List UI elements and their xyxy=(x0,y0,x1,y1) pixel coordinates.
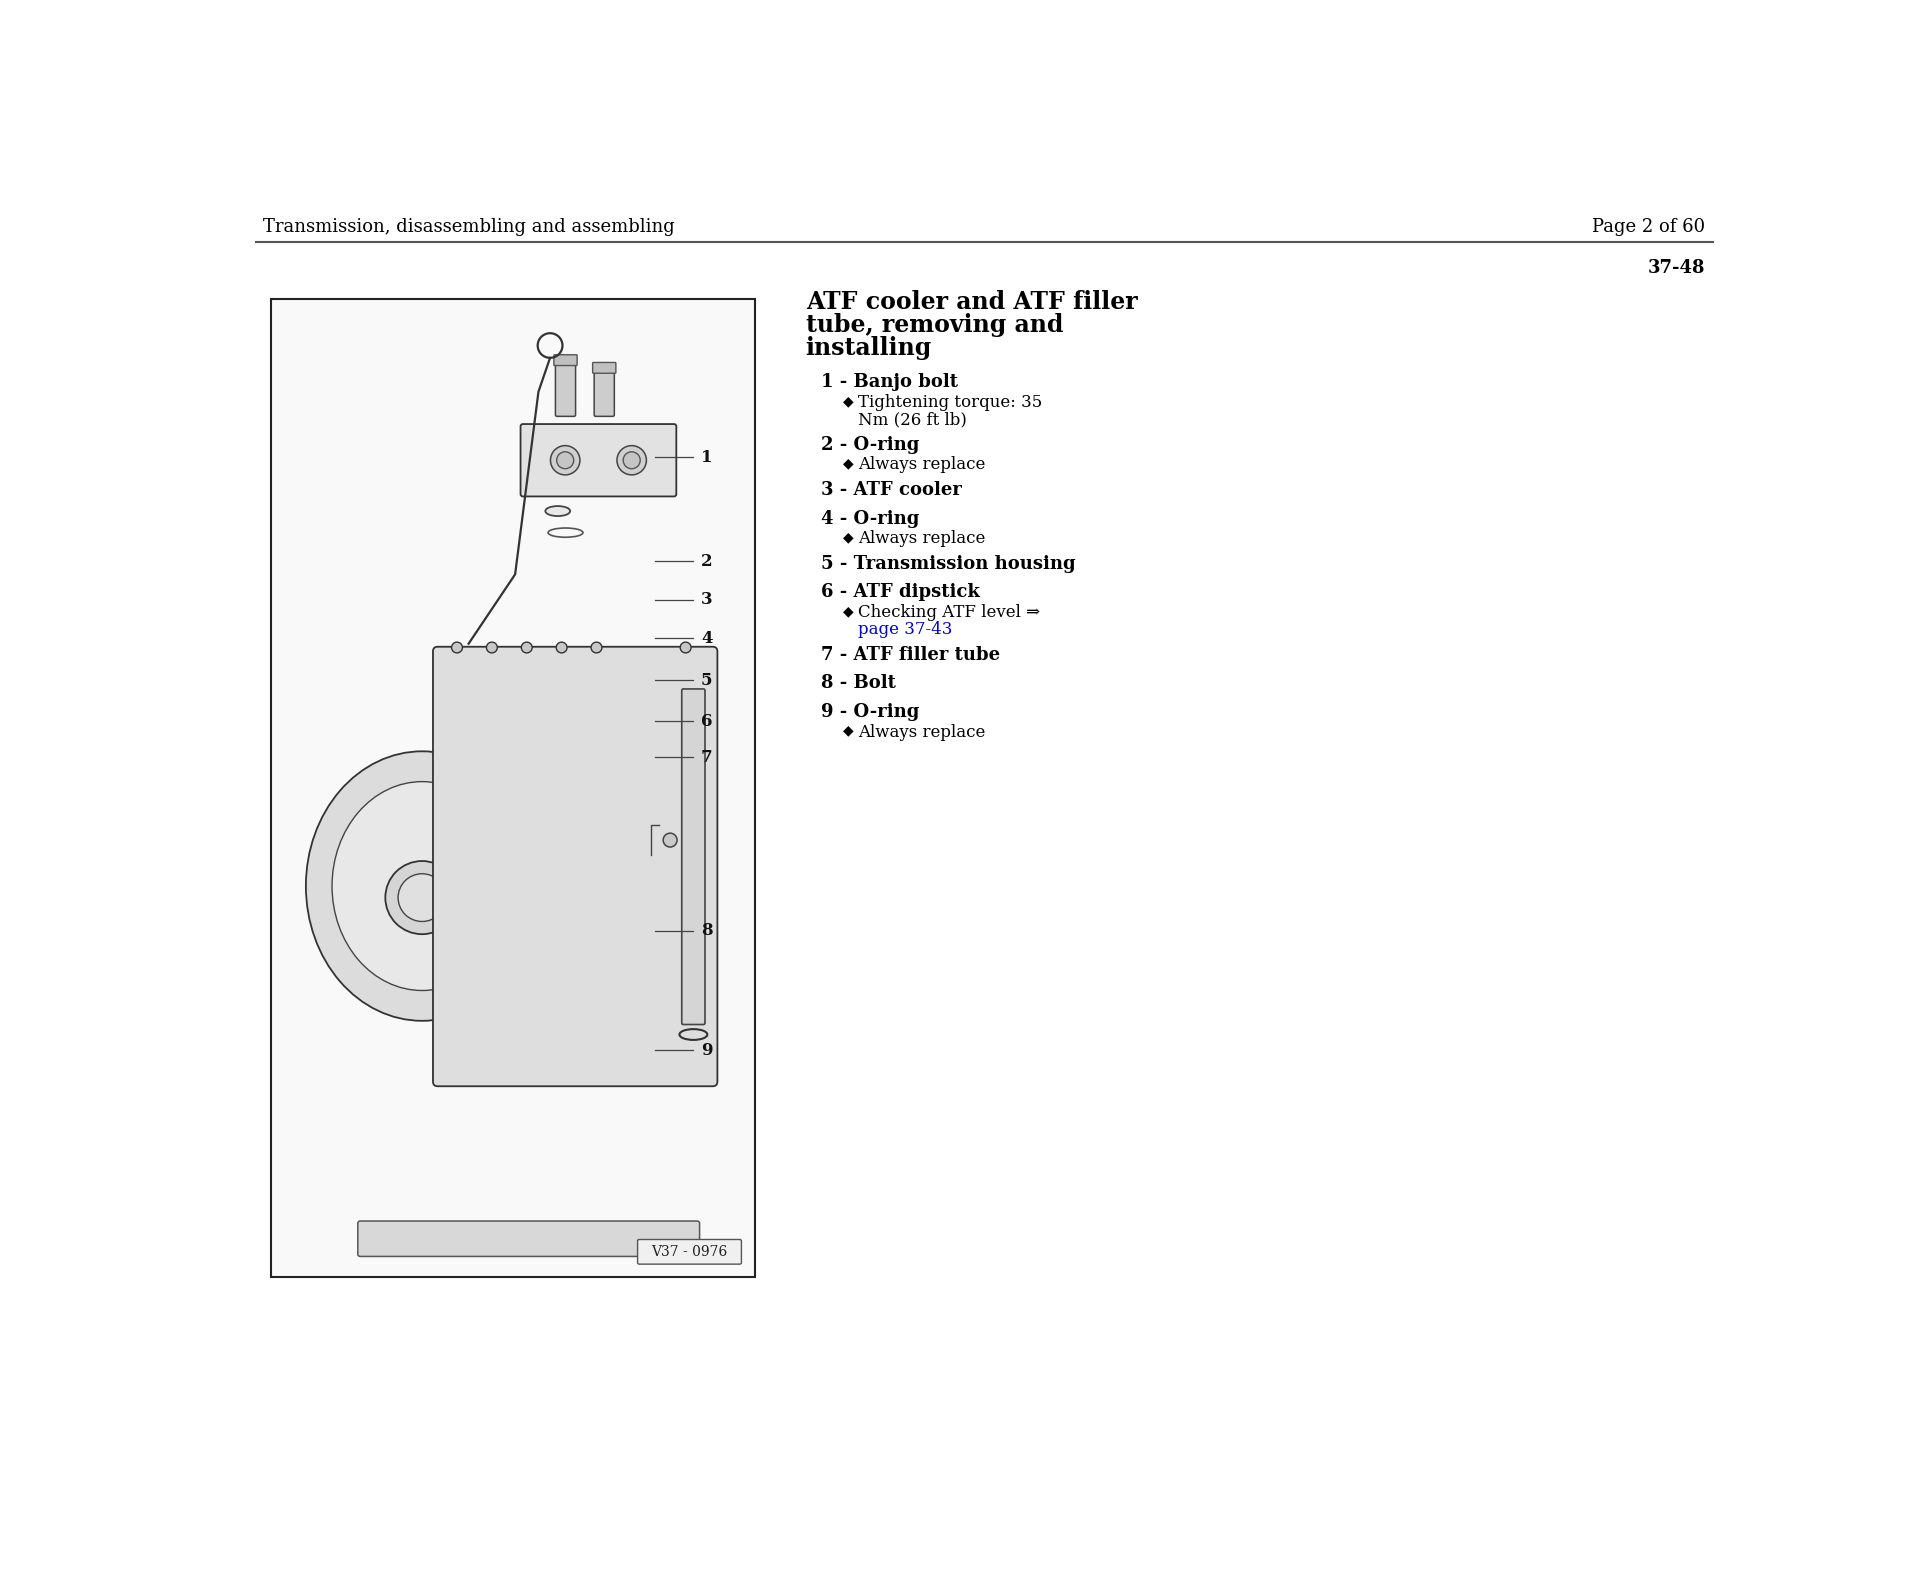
Circle shape xyxy=(662,833,678,847)
FancyBboxPatch shape xyxy=(593,370,614,417)
Circle shape xyxy=(616,445,647,476)
Text: ATF cooler and ATF filler: ATF cooler and ATF filler xyxy=(806,290,1137,314)
FancyBboxPatch shape xyxy=(682,689,705,1025)
Text: 4: 4 xyxy=(701,629,712,646)
Ellipse shape xyxy=(545,506,570,516)
Text: Always replace: Always replace xyxy=(858,456,985,474)
Text: 7 - ATF filler tube: 7 - ATF filler tube xyxy=(822,646,1000,664)
Circle shape xyxy=(486,642,497,653)
Circle shape xyxy=(551,445,580,476)
Circle shape xyxy=(591,642,603,653)
Ellipse shape xyxy=(386,860,459,934)
Text: tube, removing and: tube, removing and xyxy=(806,313,1064,337)
FancyBboxPatch shape xyxy=(637,1240,741,1264)
Text: Nm (26 ft lb): Nm (26 ft lb) xyxy=(858,412,968,428)
Text: 3: 3 xyxy=(701,591,712,608)
Text: 1 - Banjo bolt: 1 - Banjo bolt xyxy=(822,373,958,391)
Text: 9: 9 xyxy=(701,1042,712,1058)
FancyBboxPatch shape xyxy=(520,425,676,496)
Circle shape xyxy=(624,452,639,469)
FancyBboxPatch shape xyxy=(553,354,578,365)
Text: 9 - O-ring: 9 - O-ring xyxy=(822,702,920,721)
Text: 2 - O-ring: 2 - O-ring xyxy=(822,436,920,453)
Text: 8 - Bolt: 8 - Bolt xyxy=(822,675,897,693)
Text: Tightening torque: 35: Tightening torque: 35 xyxy=(858,394,1043,412)
Bar xyxy=(271,300,755,1277)
Text: V37 - 0976: V37 - 0976 xyxy=(651,1245,728,1259)
Text: 5 - Transmission housing: 5 - Transmission housing xyxy=(822,555,1075,573)
Circle shape xyxy=(522,642,532,653)
Text: Checking ATF level ⇒: Checking ATF level ⇒ xyxy=(858,605,1041,621)
Text: 6 - ATF dipstick: 6 - ATF dipstick xyxy=(822,584,979,602)
FancyBboxPatch shape xyxy=(555,364,576,417)
Text: 37-48: 37-48 xyxy=(1647,259,1705,278)
FancyBboxPatch shape xyxy=(357,1221,699,1256)
Circle shape xyxy=(557,642,566,653)
Text: 1: 1 xyxy=(701,448,712,466)
Text: ◆: ◆ xyxy=(843,394,854,409)
Text: installing: installing xyxy=(806,337,931,361)
Text: 7: 7 xyxy=(701,749,712,766)
FancyBboxPatch shape xyxy=(593,362,616,373)
Text: ◆: ◆ xyxy=(843,723,854,737)
Text: 8: 8 xyxy=(701,922,712,938)
Text: 6: 6 xyxy=(701,713,712,729)
Circle shape xyxy=(557,452,574,469)
Circle shape xyxy=(451,642,463,653)
Text: 5: 5 xyxy=(701,672,712,689)
Text: 2: 2 xyxy=(701,552,712,570)
Circle shape xyxy=(680,642,691,653)
FancyBboxPatch shape xyxy=(434,646,718,1087)
Text: page 37-43: page 37-43 xyxy=(858,621,952,638)
Text: Always replace: Always replace xyxy=(858,723,985,741)
Ellipse shape xyxy=(305,752,538,1021)
Text: Transmission, disassembling and assembling: Transmission, disassembling and assembli… xyxy=(263,219,676,236)
Text: 4 - O-ring: 4 - O-ring xyxy=(822,509,920,528)
Text: ◆: ◆ xyxy=(843,456,854,471)
Text: Page 2 of 60: Page 2 of 60 xyxy=(1592,219,1705,236)
Text: Always replace: Always replace xyxy=(858,530,985,547)
Ellipse shape xyxy=(332,782,513,991)
Ellipse shape xyxy=(397,873,445,921)
Text: ◆: ◆ xyxy=(843,605,854,618)
Text: 3 - ATF cooler: 3 - ATF cooler xyxy=(822,480,962,500)
Text: ◆: ◆ xyxy=(843,530,854,544)
